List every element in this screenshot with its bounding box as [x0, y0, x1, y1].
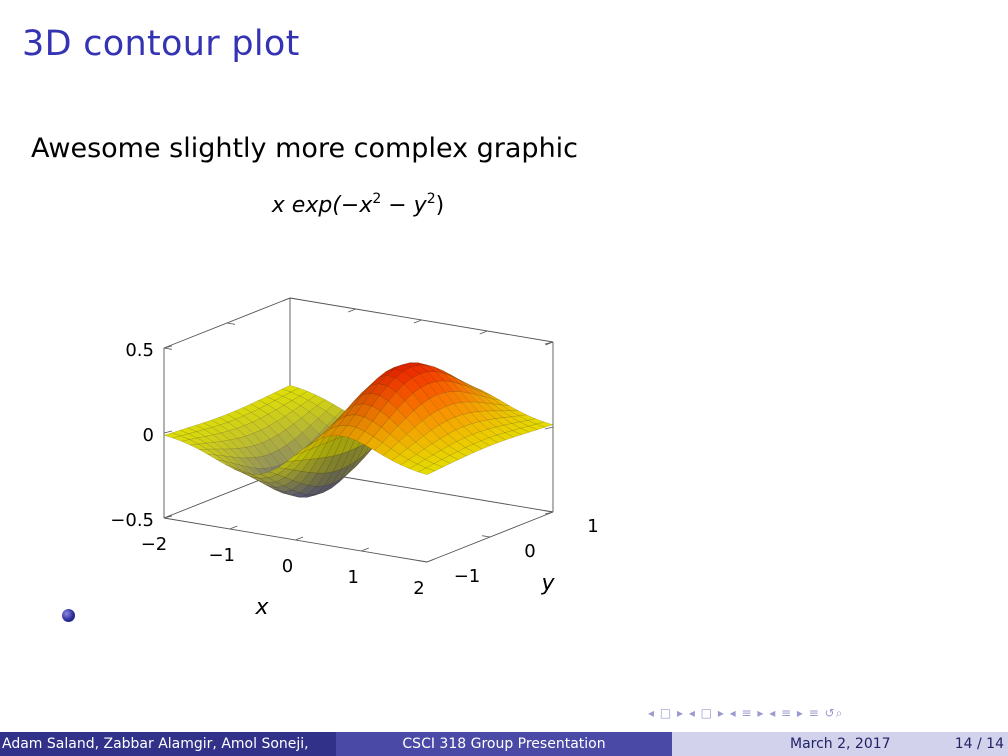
slide-title: 3D contour plot	[22, 24, 300, 64]
footer-date: March 2, 2017	[790, 736, 891, 752]
surface-patch	[417, 467, 436, 475]
x-tick-mark	[361, 547, 369, 552]
footer-bar: Adam Saland, Zabbar Alamgir, Amol Soneji…	[0, 732, 1008, 756]
y-tick-mark	[482, 535, 491, 538]
x-tick-mark-top	[479, 330, 488, 335]
surface-patch	[496, 432, 515, 441]
y-tick-mark-top	[163, 347, 172, 350]
y-tick-mark-top	[289, 297, 298, 300]
footer-date-section: March 2, 2017 14 / 14	[672, 732, 1008, 756]
z-tick-mark-right	[544, 341, 554, 345]
surface-patch	[519, 425, 538, 433]
surface-mesh	[163, 362, 554, 498]
z-tick-mark	[163, 430, 173, 434]
plot-title-sup-2: 2	[427, 191, 436, 207]
y-tick-mark-top	[226, 322, 235, 325]
y-tick-label: 0	[524, 541, 535, 562]
z-tick-label: −0.5	[110, 510, 154, 531]
x-tick-mark-top	[413, 319, 422, 324]
footer-authors: Adam Saland, Zabbar Alamgir, Amol Soneji…	[0, 732, 336, 756]
y-tick-label: 1	[587, 516, 598, 537]
axes-front	[163, 510, 554, 563]
plot-title-part-1: x exp(−x	[271, 193, 374, 218]
x-tick-mark-top	[348, 308, 356, 313]
z-tick-mark-right	[544, 511, 554, 515]
z-tick-mark-right	[544, 426, 554, 430]
x-tick-mark	[229, 525, 238, 530]
surface-patch	[472, 440, 491, 450]
x-axis-label: x	[254, 595, 269, 620]
plot-title-part-2: − y	[381, 193, 427, 218]
axis-labels: −2 −1 0 1 2 −1 0 1 −0.5 0 0.5 x y	[110, 340, 598, 620]
x-tick-label: 2	[413, 578, 424, 599]
x-tick-label: 1	[348, 567, 359, 588]
x-tick-mark-top	[282, 297, 291, 302]
x-tick-label: −2	[141, 534, 168, 555]
surface-patch	[441, 455, 459, 464]
navigation-bar[interactable]: ◂ □ ▸ ◂ □ ▸ ◂ ≡ ▸ ◂ ≡ ▸ ≡ ↺⌕	[648, 706, 844, 720]
x-tick-mark	[163, 514, 172, 519]
y-tick-label: −1	[454, 566, 481, 587]
x-tick-mark	[295, 536, 304, 541]
x-tick-label: −1	[208, 545, 235, 566]
y-tick-mark	[545, 510, 554, 513]
surface-patch	[457, 447, 475, 457]
footer-presentation: CSCI 318 Group Presentation	[336, 732, 672, 756]
y-axis-label: y	[540, 571, 555, 596]
y-tick-mark	[419, 560, 428, 563]
plot-title: x exp(−x2 − y2)	[271, 191, 444, 218]
footer-page-number: 14 / 14	[954, 736, 1004, 752]
x-tick-mark	[426, 558, 435, 563]
z-tick-mark	[163, 345, 173, 349]
z-tick-label: 0	[143, 425, 154, 446]
x-tick-label: 0	[282, 556, 293, 577]
z-tick-label: 0.5	[125, 340, 154, 361]
slide-subtitle: Awesome slightly more complex graphic	[31, 133, 579, 164]
plot-title-sup-1: 2	[372, 191, 381, 207]
plot-title-part-3: )	[436, 193, 445, 218]
bullet-icon	[62, 609, 75, 622]
surface-patch	[465, 443, 483, 453]
